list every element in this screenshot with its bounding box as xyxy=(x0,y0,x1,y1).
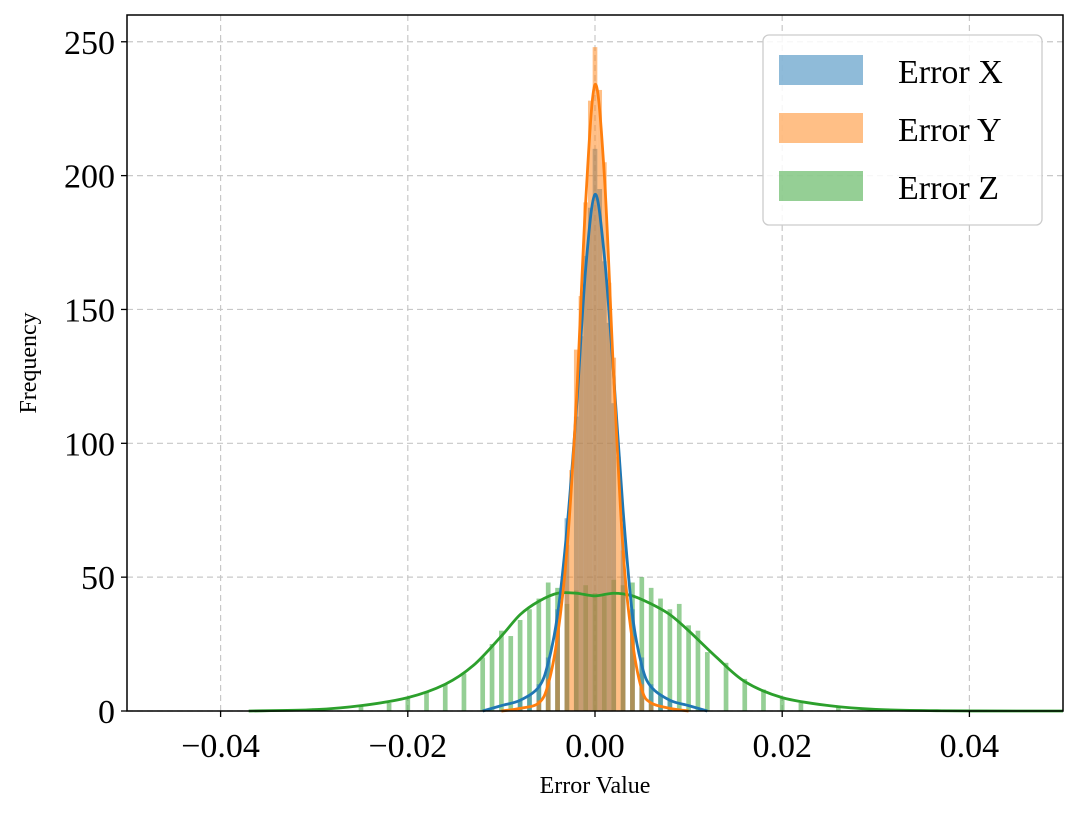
y-tick-label-0: 0 xyxy=(98,694,115,731)
bar-error-y-0 xyxy=(536,700,542,711)
x-axis-label: Error Value xyxy=(540,773,651,799)
bar-error-y-11 xyxy=(602,162,607,711)
x-tick-label-3: 0.02 xyxy=(752,728,812,765)
bar-error-z-35 xyxy=(779,697,785,711)
bar-error-z-11 xyxy=(517,619,523,711)
legend-label-error-x: Error X xyxy=(898,54,1003,91)
bar-error-z-36 xyxy=(798,702,804,711)
bar-error-x-2 xyxy=(536,684,542,711)
histogram-bars xyxy=(311,47,879,712)
bar-error-y-2 xyxy=(555,630,560,711)
bar-error-y-6 xyxy=(578,296,584,711)
legend-swatch-error-y xyxy=(779,113,863,143)
bar-error-z-28 xyxy=(676,603,682,711)
y-tick-label-3: 150 xyxy=(64,292,115,329)
bar-error-z-9 xyxy=(499,630,504,711)
bar-error-y-13 xyxy=(611,357,617,711)
bar-error-y-7 xyxy=(583,202,588,711)
bar-error-x-1 xyxy=(527,694,532,711)
kde-lines xyxy=(248,83,1063,713)
bars-error-y xyxy=(536,47,654,712)
bar-error-z-29 xyxy=(686,625,691,711)
bar-error-y-14 xyxy=(616,456,621,711)
bar-error-z-4 xyxy=(424,692,429,711)
bar-error-z-34 xyxy=(761,689,766,711)
bar-error-y-4 xyxy=(569,470,574,711)
bar-error-z-24 xyxy=(639,577,645,711)
bar-error-z-2 xyxy=(386,702,392,711)
bar-error-y-18 xyxy=(648,702,654,711)
bar-error-z-25 xyxy=(648,587,654,711)
bar-error-x-20 xyxy=(667,700,673,711)
bar-error-z-1 xyxy=(358,705,364,711)
bar-error-y-15 xyxy=(620,550,626,711)
x-tick-label-0: −0.04 xyxy=(181,728,260,765)
y-axis-label: Frequency xyxy=(16,312,42,413)
bar-error-y-9 xyxy=(592,47,598,712)
bar-error-y-1 xyxy=(545,678,551,711)
kde-line-error-y xyxy=(501,83,689,713)
bar-error-z-14 xyxy=(545,582,551,711)
bar-error-z-37 xyxy=(836,705,841,711)
legend-label-error-y: Error Y xyxy=(898,112,1002,149)
bar-error-z-32 xyxy=(723,662,729,711)
bar-error-z-31 xyxy=(704,652,710,711)
bar-error-x-0 xyxy=(517,700,523,711)
bar-error-z-5 xyxy=(442,684,448,711)
bar-error-x-18 xyxy=(648,684,654,711)
bar-error-z-33 xyxy=(742,678,748,711)
bar-error-y-17 xyxy=(639,684,645,711)
x-tick-label-1: −0.02 xyxy=(368,728,447,765)
x-axis-ticks: −0.04 −0.02 0.00 0.02 0.04 xyxy=(181,711,999,765)
y-tick-label-5: 250 xyxy=(64,25,115,62)
y-tick-label-2: 100 xyxy=(64,426,115,463)
bar-error-z-8 xyxy=(489,644,495,711)
bar-error-z-30 xyxy=(695,630,701,711)
bar-error-z-13 xyxy=(536,598,542,711)
bar-error-z-26 xyxy=(658,598,663,711)
bar-error-z-7 xyxy=(480,657,486,711)
bar-error-y-8 xyxy=(587,100,593,711)
bar-error-x-19 xyxy=(658,694,663,711)
bar-error-z-6 xyxy=(461,673,467,711)
y-tick-label-4: 200 xyxy=(64,159,115,196)
legend-swatch-error-z xyxy=(779,171,863,201)
bar-error-z-27 xyxy=(667,609,673,711)
bar-error-z-12 xyxy=(527,609,532,711)
legend: Error X Error Y Error Z xyxy=(762,34,1043,226)
bar-error-y-3 xyxy=(564,545,570,711)
bar-error-y-5 xyxy=(573,349,579,711)
y-tick-label-1: 50 xyxy=(81,560,115,597)
bar-error-z-10 xyxy=(508,636,514,711)
bar-error-y-12 xyxy=(606,282,612,711)
legend-swatch-error-x xyxy=(779,55,863,85)
kde-line-error-x xyxy=(482,192,708,713)
kde-line-error-z xyxy=(248,591,1063,713)
x-tick-label-2: 0.00 xyxy=(565,728,625,765)
legend-label-error-z: Error Z xyxy=(898,170,999,207)
y-axis-ticks: 0 50 100 150 200 250 xyxy=(64,25,127,731)
bar-error-y-16 xyxy=(630,636,635,711)
bar-error-z-3 xyxy=(405,697,411,711)
x-tick-label-4: 0.04 xyxy=(940,728,1000,765)
bar-error-y-10 xyxy=(597,89,603,711)
